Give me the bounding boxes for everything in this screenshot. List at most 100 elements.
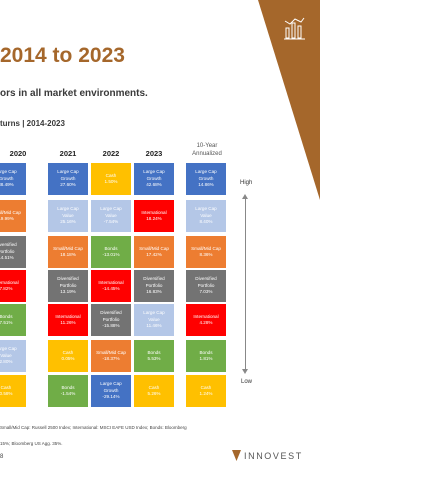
cell-col0-row2: DiversifiedPortfolio14.51% [0, 236, 26, 268]
cell-value: 18.24% [146, 216, 162, 221]
cell-line2: Portfolio [145, 282, 163, 288]
cell-col4-row5: Bonds 1.81% [186, 340, 226, 372]
cell-line1: Bonds [199, 349, 213, 355]
cell-value: 18.18% [60, 252, 76, 257]
corner-banner [258, 0, 320, 200]
cell-line1: Large Cap [100, 381, 122, 387]
cell-line1: Diversified [195, 276, 217, 282]
cell-line1: Bonds [0, 313, 13, 319]
cell-line2: Growth [146, 175, 162, 181]
footnote-1: Small/Mid Cap: Russell 2500 Index; Inter… [0, 425, 187, 430]
bar-chart-logo-icon [284, 17, 305, 40]
cell-col2-row5: Small/Mid Cap -18.37% [91, 340, 131, 372]
footnote-2: 15%; Bloomberg US Agg. 35%. [0, 441, 63, 446]
cell-line1: International [98, 279, 124, 285]
cell-line1: Small/Mid Cap [53, 245, 83, 251]
cell-line1: International [55, 313, 81, 319]
innovest-logo: INNOVEST [232, 450, 303, 461]
cell-col1-row4: International 11.26% [48, 304, 88, 336]
cell-value: 5.26% [147, 391, 161, 396]
cell-line1: International [0, 279, 19, 285]
cell-col4-row0: Large Cap Growth 14.86% [186, 163, 226, 195]
header-2021: 2021 [59, 149, 77, 158]
cell-value: 17.42% [146, 252, 162, 257]
cell-line2: Value [62, 212, 74, 218]
logo-text: INNOVEST [244, 450, 303, 461]
cell-line1: Bonds [147, 349, 161, 355]
cell-col2-row0: Cash 1.50% [91, 163, 131, 195]
cell-line1: Small/Mid Cap [139, 245, 169, 251]
cell-col3-row5: Bonds 5.53% [134, 340, 174, 372]
cell-col0-row1: Small/Mid Cap19.99% [0, 200, 26, 232]
cell-line2: Portfolio [197, 282, 215, 288]
cell-value: 4.28% [199, 320, 213, 325]
cell-line1: Small/Mid Cap [0, 209, 21, 215]
cell-col0-row4: Bonds 7.51% [0, 304, 26, 336]
logo-mark-icon [232, 450, 241, 461]
cell-value: -18.37% [102, 356, 120, 361]
cell-value: 13.19% [60, 289, 76, 295]
page-number: 8 [0, 454, 4, 460]
cell-value: 0.58% [0, 391, 13, 396]
cell-col4-row4: International 4.28% [186, 304, 226, 336]
cell-line1: Diversified [57, 276, 79, 282]
cell-line1: Large Cap [143, 169, 165, 175]
cell-line1: Bonds [104, 245, 118, 251]
cell-line2: Value [0, 352, 12, 358]
header-2020: 2020 [9, 149, 27, 158]
cell-value: -13.01% [102, 252, 120, 257]
cell-value: 27.60% [60, 182, 76, 188]
cell-value: 1.24% [199, 391, 213, 396]
cell-col1-row1: Large Cap Value 25.16% [48, 200, 88, 232]
cell-value: 7.51% [0, 320, 13, 325]
cell-value: -1.54% [60, 391, 76, 396]
cell-col4-row1: Large Cap Value 8.40% [186, 200, 226, 232]
cell-value: 11.46% [146, 323, 162, 329]
cell-col1-row3: Diversified Portfolio 13.19% [48, 270, 88, 302]
cell-line1: Cash [105, 172, 117, 178]
cell-value: 42.68% [146, 182, 162, 188]
cell-col2-row6: Large Cap Growth -29.14% [91, 375, 131, 407]
cell-col0-row3: International7.82% [0, 270, 26, 302]
cell-line1: Cash [62, 349, 74, 355]
cell-col3-row6: Cash 5.26% [134, 375, 174, 407]
cell-col3-row0: Large Cap Growth 42.68% [134, 163, 174, 195]
cell-col4-row2: Small/Mid Cap 8.36% [186, 236, 226, 268]
cell-col2-row4: Diversified Portfolio -15.88% [91, 304, 131, 336]
cell-col2-row3: International -14.45% [91, 270, 131, 302]
cell-col2-row1: Large Cap Value -7.54% [91, 200, 131, 232]
header-2022: 2022 [102, 149, 120, 158]
high-low-arrow [242, 194, 248, 374]
cell-line2: Value [148, 316, 160, 322]
cell-value: 0.05% [61, 356, 75, 361]
page-subtitle: ors in all market environments. [0, 88, 148, 99]
high-label: High [240, 180, 253, 186]
cell-col1-row5: Cash 0.05% [48, 340, 88, 372]
cell-value: 1.81% [199, 356, 213, 361]
cell-line2: Growth [198, 175, 214, 181]
cell-col3-row4: Large Cap Value 11.46% [134, 304, 174, 336]
cell-value: 38.49% [0, 182, 14, 188]
cell-line2: Growth [0, 175, 14, 181]
header-2023: 2023 [145, 149, 163, 158]
cell-line2: Growth [103, 387, 119, 393]
cell-line2: Portfolio [59, 282, 77, 288]
cell-line1: International [193, 313, 219, 319]
cell-line1: Diversified [100, 310, 122, 316]
cell-col2-row2: Bonds -13.01% [91, 236, 131, 268]
cell-value: 8.36% [199, 252, 213, 257]
cell-line1: Diversified [0, 242, 17, 248]
cell-line2: Portfolio [102, 316, 120, 322]
cell-line2: Value [200, 212, 212, 218]
cell-value: -29.14% [102, 394, 120, 400]
cell-value: 2.80% [0, 359, 13, 365]
header-annualized: 10-Year Annualized [186, 142, 228, 158]
low-label: Low [241, 379, 253, 385]
cell-value: 14.86% [198, 182, 214, 188]
page-title: 2014 to 2023 [0, 44, 125, 67]
cell-line1: Small/Mid Cap [96, 349, 126, 355]
cell-col3-row3: Diversified Portfolio 16.83% [134, 270, 174, 302]
cell-value: 7.03% [199, 289, 213, 295]
cell-value: 14.51% [0, 255, 14, 261]
